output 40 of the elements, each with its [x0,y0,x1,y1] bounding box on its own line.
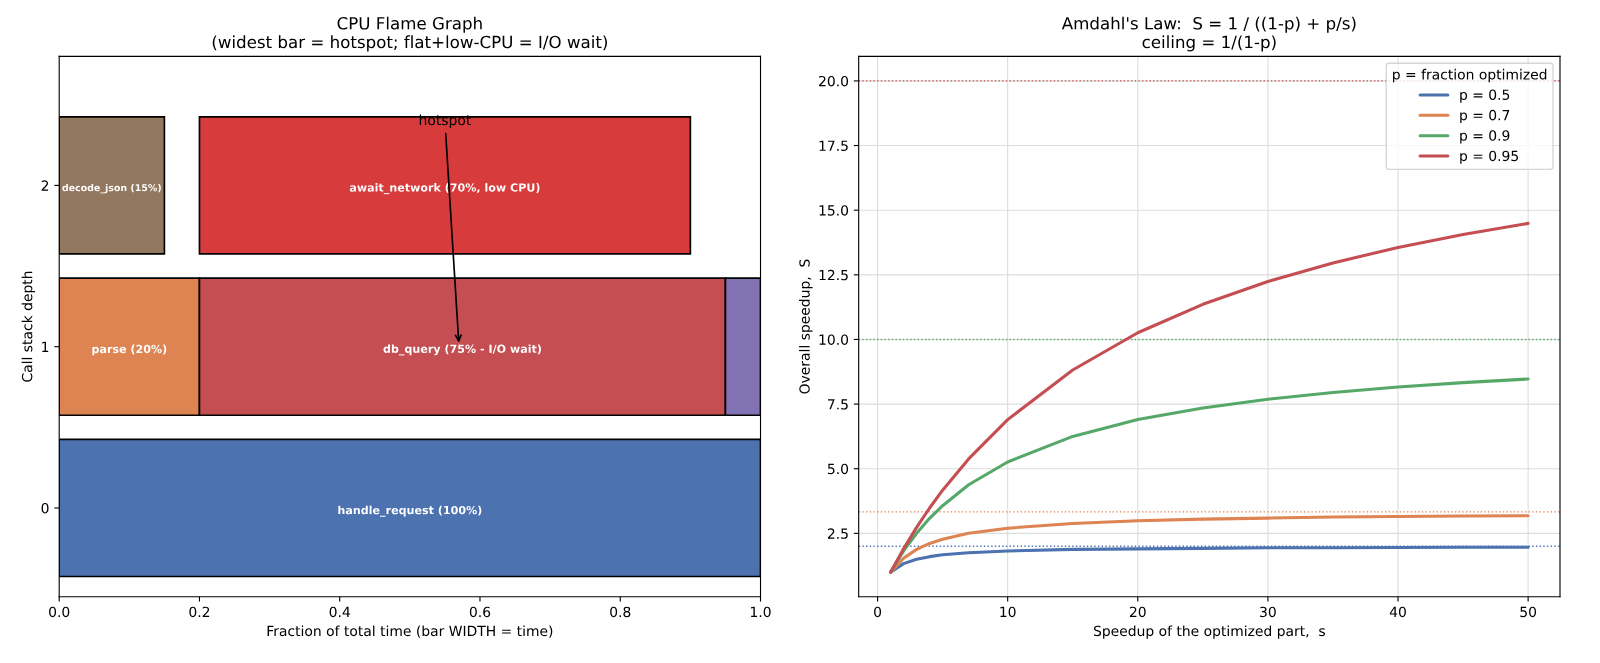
y-tick-label: 20.0 [819,75,849,87]
y-tick-label: 2 [41,180,49,191]
x-tick-label: 30 [1260,606,1276,618]
x-tick-label: 1.0 [750,606,771,618]
legend-label: db_query (75% - I/O wait) [383,344,541,356]
x-tick-label: 0.4 [329,606,350,618]
x-axis-title: Fraction of total time (bar WIDTH = time) [267,625,553,638]
x-tick-label: 40 [1389,606,1406,618]
y-tick-label: 10.0 [819,334,849,345]
y-tick-label: 15.0 [819,205,849,216]
x-tick-label: 0.0 [49,606,70,618]
y-tick-label: 1 [42,341,49,352]
y-axis-title: Overall speedup, S [799,259,813,394]
legend-title: p = fraction optimized [1393,68,1547,83]
y-tick-label: 17.5 [819,140,848,152]
series-label: parse (20%) [92,344,167,356]
y-tick-label: 0 [41,502,49,514]
x-tick-label: 50 [1520,606,1537,618]
x-tick-label: 0.8 [610,606,631,618]
legend-label: p = 0.95 [1460,150,1518,164]
chart-title: Amdahl's Law: S = 1 / ((1-p) + p/s) ceiling = 1/(1-p) [1061,16,1356,52]
x-axis-title: Speedup of the optimized part, s [1093,625,1325,639]
y-tick-label: 7.5 [828,399,848,410]
legend-label: p = 0.7 [1460,109,1510,124]
legend-label: p = 0.9 [1460,130,1510,144]
y-axis-title: Call stack depth [21,271,36,382]
series-label: handle_request (100%) [338,505,482,517]
y-tick-label: 5.0 [827,463,849,475]
legend-label: p = 0.5 [1460,89,1510,103]
y-tick-label: 12.5 [819,269,848,281]
x-tick-label: 20 [1129,606,1146,618]
annotation: hotspot [419,114,471,128]
x-tick-label: 0 [874,606,882,618]
x-tick-label: 0.6 [469,606,491,618]
line-series [889,221,1530,574]
chart-title: CPU Flame Graph (widest bar = hotspot; flat+low-CPU = I/O wait) [212,16,607,52]
series-label: decode_json (15%) [62,183,161,194]
y-tick-label: 2.5 [827,528,848,539]
x-tick-label: 10 [1000,606,1016,618]
x-tick-label: 0.2 [189,606,210,618]
